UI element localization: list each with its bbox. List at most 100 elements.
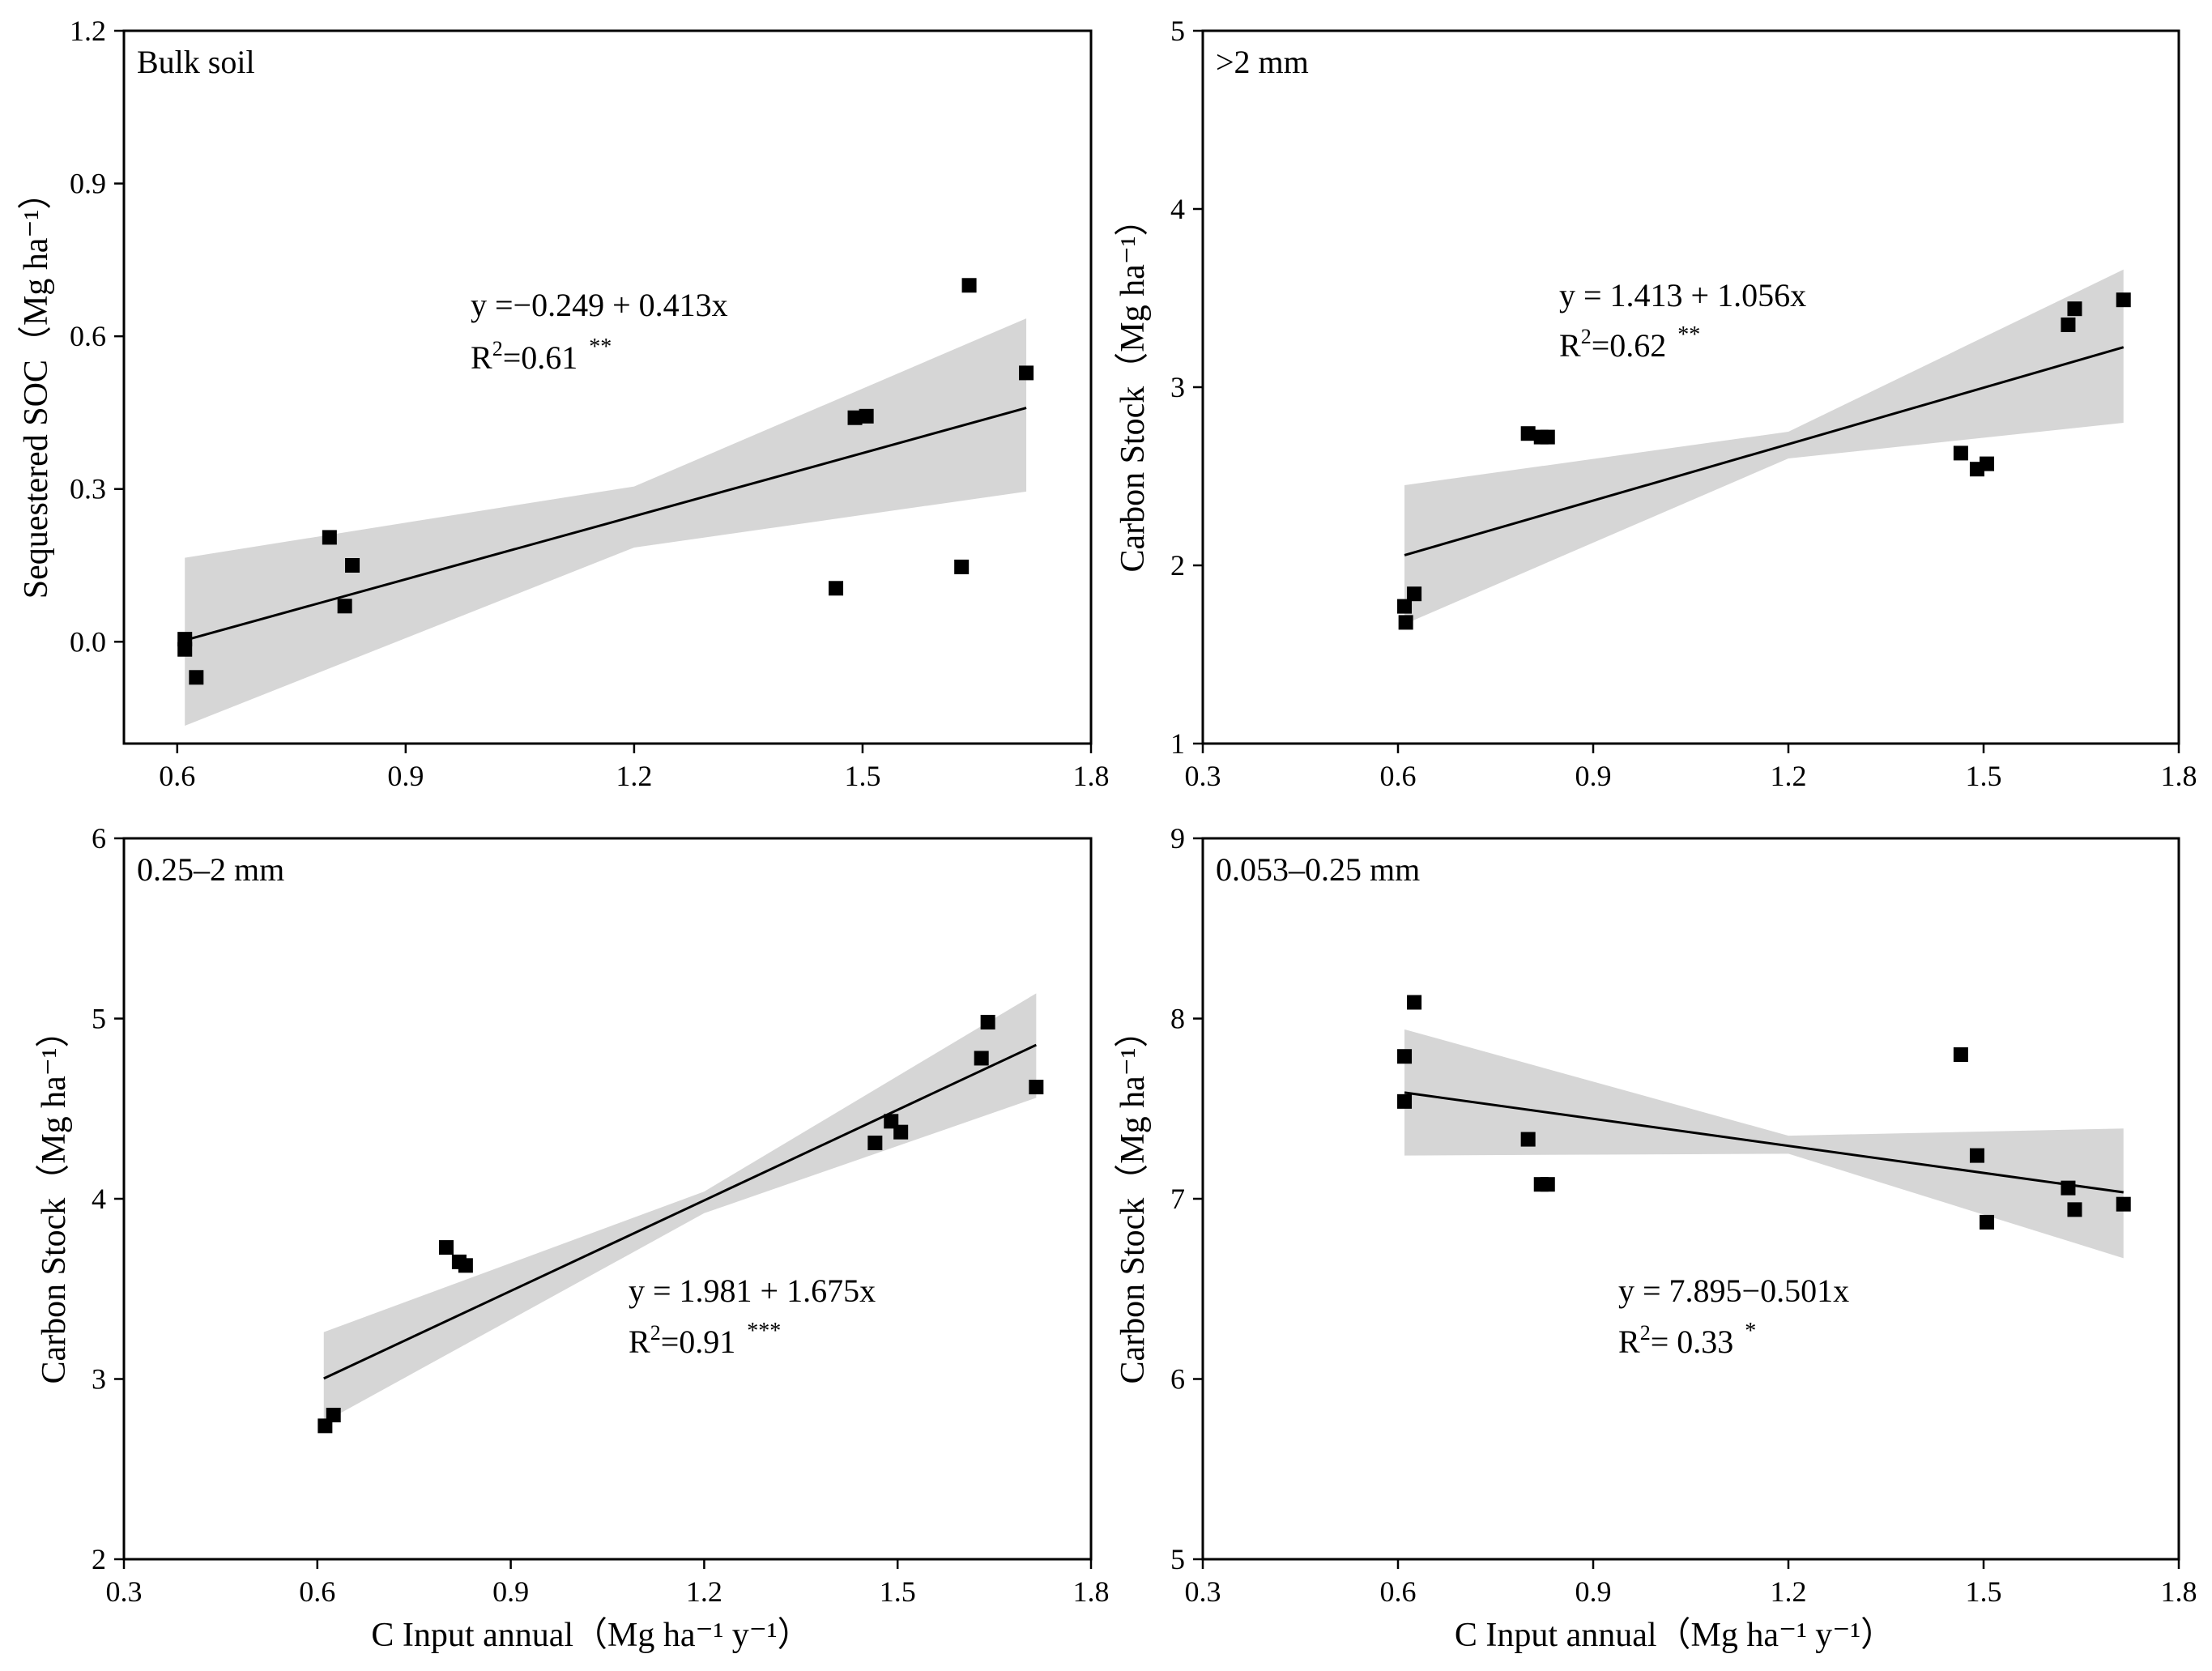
data-point: [326, 1408, 341, 1422]
y-tick-label: 2: [92, 1543, 106, 1575]
y-axis-title: Sequestered SOC（Mg ha⁻¹）: [18, 176, 55, 599]
data-point: [1953, 1047, 1968, 1062]
chart-panel-2: 0.3 0.6 0.9 1.2 1.5 1.8 1 2 3 4 5 >2 mm Carbon Stock…: [1115, 15, 2197, 792]
data-point: [1980, 456, 1995, 471]
data-point: [1397, 599, 1413, 614]
x-tick-label: 0.3: [106, 1575, 143, 1608]
data-point: [974, 1051, 989, 1066]
x-tick-label: 0.9: [1575, 760, 1612, 792]
confidence-band: [323, 993, 1037, 1422]
confidence-band: [1404, 269, 2124, 624]
data-point: [2061, 318, 2076, 332]
x-tick-label: 1.5: [880, 1575, 916, 1608]
r-squared-label: R2= 0.33 *: [1618, 1319, 1756, 1360]
y-tick-label: 5: [1170, 15, 1185, 47]
data-point: [980, 1014, 995, 1029]
r-squared-label: R2=0.91 ***: [629, 1319, 781, 1360]
panel-label: 0.053–0.25 mm: [1216, 851, 1420, 888]
data-point: [1953, 445, 1968, 461]
regression-line: [184, 407, 1027, 642]
x-tick-label: 1.5: [1966, 1575, 2002, 1608]
x-tick-label: 1.5: [1966, 760, 2002, 792]
data-point: [893, 1124, 909, 1140]
confidence-band: [185, 318, 1027, 726]
y-tick-label: 0.3: [70, 473, 106, 505]
data-point: [2116, 292, 2131, 308]
data-point: [1540, 429, 1555, 445]
data-point: [1980, 1214, 1995, 1230]
data-point: [458, 1258, 473, 1273]
data-point: [345, 558, 360, 573]
x-tick-label: 0.6: [299, 1575, 335, 1608]
y-tick-label: 1.2: [70, 15, 106, 47]
y-tick-label: 5: [92, 1003, 106, 1035]
y-axis-title: Carbon Stock（Mg ha⁻¹）: [1115, 1013, 1152, 1383]
data-point: [189, 670, 204, 685]
data-point: [847, 410, 863, 425]
data-point: [1969, 1148, 1984, 1163]
x-tick-label: 0.6: [1380, 760, 1417, 792]
data-point: [439, 1240, 454, 1255]
y-tick-label: 6: [1170, 1363, 1185, 1396]
data-point: [1407, 586, 1422, 602]
confidence-band: [1404, 1029, 2124, 1259]
y-tick-label: 4: [1170, 193, 1185, 225]
x-tick-label: 0.9: [1575, 1575, 1612, 1608]
r-squared-label: R2=0.61 **: [471, 335, 612, 376]
panel-label: >2 mm: [1216, 44, 1309, 80]
regression-line: [1404, 1091, 2124, 1194]
panel-label: 0.25–2 mm: [137, 851, 284, 888]
data-point: [1019, 365, 1034, 381]
chart-panel-3: 0.3 0.6 0.9 1.2 1.5 1.8 2 3 4 5 6 0.25–2 mm Carbon S…: [36, 822, 1110, 1654]
x-tick-label: 1.8: [2161, 760, 2197, 792]
regression-equation: y = 7.895−0.501x: [1618, 1272, 1849, 1309]
panel-label: Bulk soil: [137, 44, 255, 80]
data-point: [1520, 426, 1536, 441]
data-point: [961, 278, 977, 293]
y-axis-title: Carbon Stock（Mg ha⁻¹）: [1115, 202, 1152, 572]
y-axis-title: Carbon Stock（Mg ha⁻¹）: [36, 1013, 73, 1383]
data-point: [1397, 1049, 1413, 1064]
x-tick-label: 1.5: [844, 760, 880, 792]
x-tick-label: 0.6: [1380, 1575, 1417, 1608]
x-tick-label: 1.2: [686, 1575, 722, 1608]
regression-equation: y = 1.413 + 1.056x: [1559, 277, 1806, 313]
regression-equation: y = 1.981 + 1.675x: [629, 1272, 876, 1309]
y-tick-label: 0.6: [70, 320, 106, 352]
data-point: [1520, 1132, 1536, 1147]
x-tick-label: 0.3: [1185, 1575, 1221, 1608]
x-axis-title: C Input annual（Mg ha⁻¹ y⁻¹）: [1455, 1617, 1894, 1654]
x-tick-label: 0.6: [159, 760, 195, 792]
data-point: [1540, 1177, 1555, 1192]
y-tick-label: 6: [92, 822, 106, 855]
y-tick-label: 1: [1170, 727, 1185, 760]
y-tick-label: 8: [1170, 1003, 1185, 1035]
data-point: [859, 408, 874, 424]
x-tick-label: 1.2: [616, 760, 652, 792]
y-tick-label: 5: [1170, 1543, 1185, 1575]
data-point: [954, 559, 970, 574]
data-point: [2067, 301, 2082, 317]
x-tick-label: 0.3: [1185, 760, 1221, 792]
y-tick-label: 4: [92, 1183, 106, 1215]
r-squared-label: R2=0.62 **: [1559, 322, 1700, 364]
x-axis-title: C Input annual（Mg ha⁻¹ y⁻¹）: [371, 1617, 811, 1654]
plot-frame: [122, 29, 1093, 745]
data-point: [829, 581, 844, 596]
data-point: [1397, 1093, 1413, 1109]
chart-panel-4: 0.3 0.6 0.9 1.2 1.5 1.8 5 6 7 8 9 0.053–0.25 mm Carb…: [1115, 822, 2197, 1654]
data-point: [2061, 1180, 2076, 1196]
y-tick-label: 9: [1170, 822, 1185, 855]
x-tick-label: 0.9: [387, 760, 424, 792]
x-tick-label: 1.8: [1073, 760, 1110, 792]
plot-frame: [122, 837, 1093, 1561]
data-point: [1407, 995, 1422, 1010]
data-point: [2116, 1196, 2131, 1212]
data-point: [177, 642, 193, 657]
x-tick-label: 1.8: [1073, 1575, 1110, 1608]
y-tick-label: 2: [1170, 549, 1185, 582]
y-tick-label: 0.0: [70, 625, 106, 658]
data-point: [1398, 615, 1413, 630]
x-tick-label: 1.2: [1771, 760, 1807, 792]
